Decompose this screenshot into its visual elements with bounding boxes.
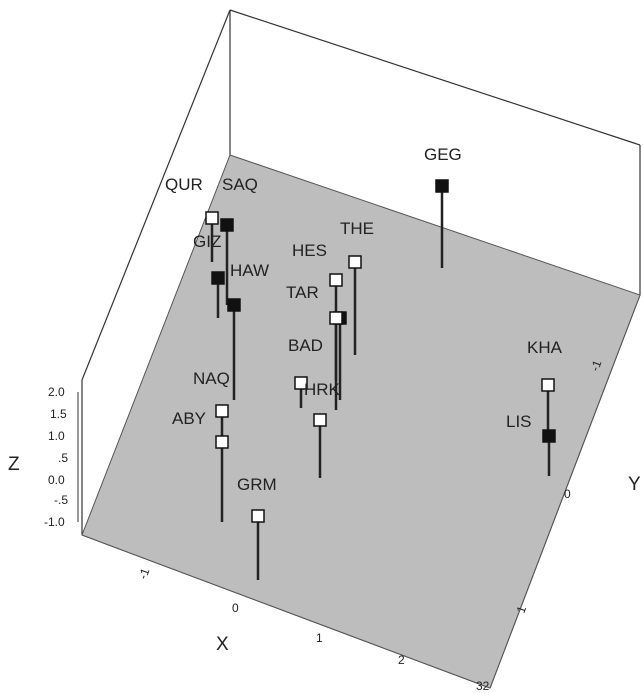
marker-aby-secondary	[215, 435, 229, 449]
z-tick-label: 1.0	[48, 429, 65, 443]
data-plane	[81, 154, 641, 689]
x-tick-label: -1	[136, 566, 153, 581]
x-axis: -1 0 1 2 32 X	[136, 566, 490, 693]
marker-hes	[329, 273, 343, 287]
marker-the	[348, 255, 362, 269]
point-label-the: THE	[340, 219, 374, 238]
point-label-hrk: HRK	[304, 380, 341, 399]
y-tick-label: 0	[564, 487, 571, 501]
point-label-saq: SAQ	[222, 175, 258, 194]
point-label-kha: KHA	[527, 338, 563, 357]
x-tick-label: 32	[476, 679, 490, 693]
marker-bad	[329, 311, 343, 325]
z-axis: 2.0 1.5 1.0 .5 0.0 -.5 -1.0 Z	[8, 385, 79, 529]
point-label-haw: HAW	[230, 261, 269, 280]
y-axis-label: Y	[628, 474, 641, 495]
z-tick-label: -1.0	[44, 515, 65, 529]
z-axis-label: Z	[8, 454, 20, 475]
point-label-tar: TAR	[286, 283, 319, 302]
x-tick-label: 2	[398, 653, 405, 667]
point-label-qur: QUR	[165, 175, 203, 194]
marker-kha	[541, 378, 555, 392]
y-axis: -1 0 1 Y	[514, 358, 641, 615]
box-edge-left	[81, 9, 231, 381]
point-label-giz: GIZ	[193, 232, 221, 251]
marker-saq	[220, 218, 234, 232]
point-label-grm: GRM	[237, 475, 277, 494]
point-label-bad: BAD	[288, 336, 323, 355]
point-label-naq: NAQ	[193, 369, 230, 388]
box-edge-top	[229, 9, 641, 146]
x-tick-label: 1	[316, 631, 323, 645]
point-label-aby: ABY	[172, 409, 206, 428]
x-tick-label: 0	[232, 601, 239, 615]
marker-giz	[211, 271, 225, 285]
marker-haw	[227, 298, 241, 312]
point-label-geg: GEG	[424, 145, 462, 164]
z-tick-label: -.5	[54, 493, 68, 507]
y-tick-label: -1	[588, 358, 605, 373]
point-labels: QUR SAQ GIZ HAW GEG THE HES TAR BAD NAQ HRK ABY GRM K…	[165, 145, 563, 494]
marker-grm	[251, 509, 265, 523]
x-axis-label: X	[216, 634, 229, 655]
marker-hrk	[313, 413, 327, 427]
marker-naq	[294, 376, 308, 390]
marker-aby	[215, 404, 229, 418]
marker-lis	[542, 429, 556, 443]
marker-qur	[205, 211, 219, 225]
z-tick-label: 1.5	[50, 407, 67, 421]
point-label-lis: LIS	[506, 412, 532, 431]
y-tick-label: 1	[514, 604, 530, 615]
point-label-hes: HES	[292, 241, 327, 260]
z-tick-label: 2.0	[48, 385, 65, 399]
z-tick-label: .5	[58, 451, 68, 465]
point-markers	[205, 179, 556, 523]
marker-geg	[435, 179, 449, 193]
z-tick-label: 0.0	[48, 473, 65, 487]
